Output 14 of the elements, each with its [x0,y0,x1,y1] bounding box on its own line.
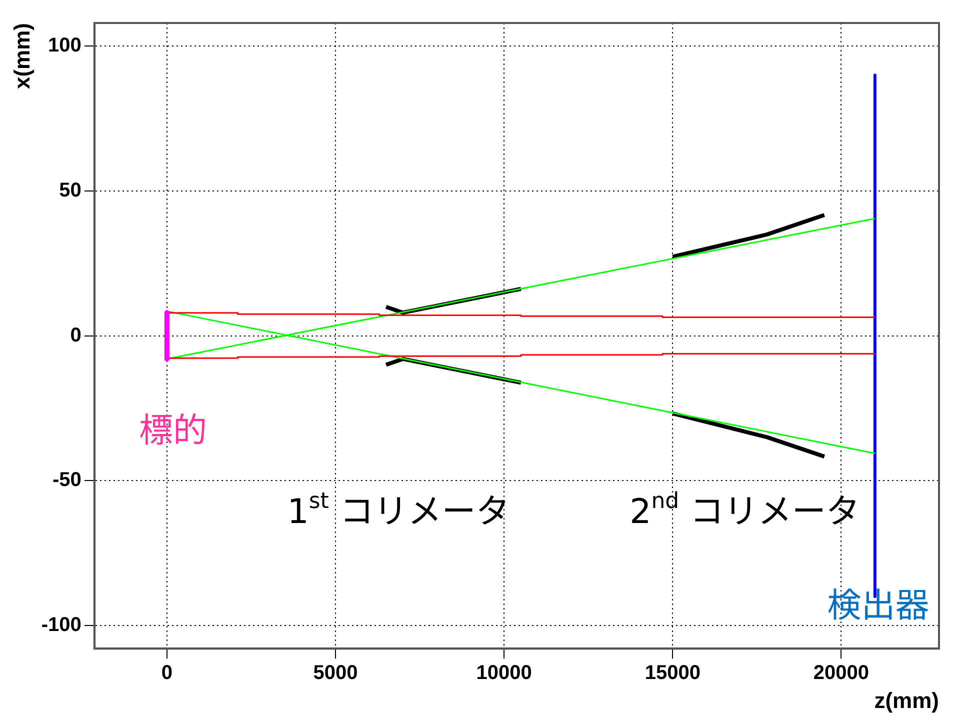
x-tick-label: 0 [161,662,172,684]
x-tick-label: 15000 [644,662,700,684]
x-tick-label: 10000 [476,662,532,684]
annotation: 検出器 [827,586,930,626]
y-axis-title: x(mm) [9,23,34,90]
annotation: 標的 [138,411,207,452]
y-tick-label: -100 [41,614,82,636]
x-tick-label: 20000 [813,662,870,684]
x-tick-label: 5000 [313,662,358,684]
y-tick-label: 50 [59,180,82,202]
y-tick-label: 100 [48,34,82,57]
y-tick-label: 0 [70,324,82,346]
y-tick-label: -50 [52,469,82,492]
x-axis-title: z(mm) [874,688,939,713]
